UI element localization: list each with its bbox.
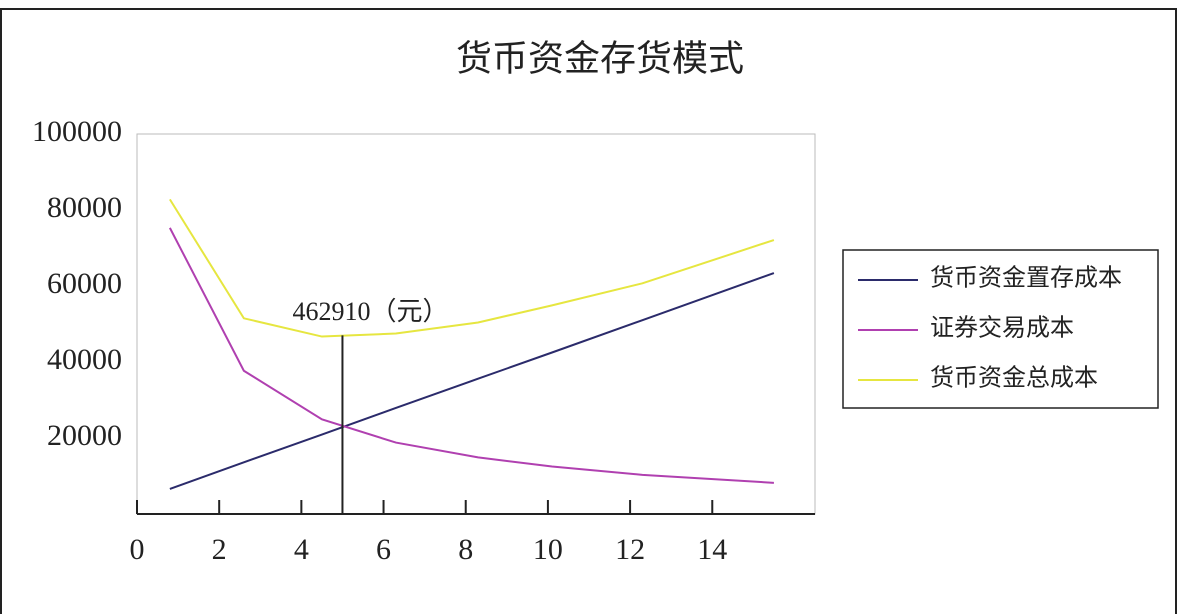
legend-label: 货币资金总成本 [930, 365, 1098, 392]
y-tick-label: 100000 [32, 115, 122, 148]
series-line [169, 272, 775, 490]
x-tick-label: 4 [294, 533, 309, 566]
y-tick-label: 60000 [47, 267, 122, 300]
series-line [168, 227, 774, 484]
annotation-label: 462910（元） [292, 297, 448, 326]
y-tick-label: 20000 [47, 419, 122, 452]
y-tick-label: 80000 [47, 191, 122, 224]
y-tick-label: 40000 [47, 343, 122, 376]
x-tick-label: 0 [130, 533, 145, 566]
x-tick-label: 14 [697, 533, 727, 566]
x-tick-label: 8 [458, 533, 473, 566]
x-tick-label: 12 [615, 533, 645, 566]
chart-title: 货币资金存货模式 [456, 38, 744, 78]
legend-label: 证券交易成本 [930, 315, 1074, 342]
legend-label: 货币资金置存成本 [930, 265, 1122, 292]
x-tick-label: 2 [212, 533, 227, 566]
x-tick-label: 6 [376, 533, 391, 566]
series-line [169, 198, 775, 338]
x-tick-label: 10 [533, 533, 563, 566]
